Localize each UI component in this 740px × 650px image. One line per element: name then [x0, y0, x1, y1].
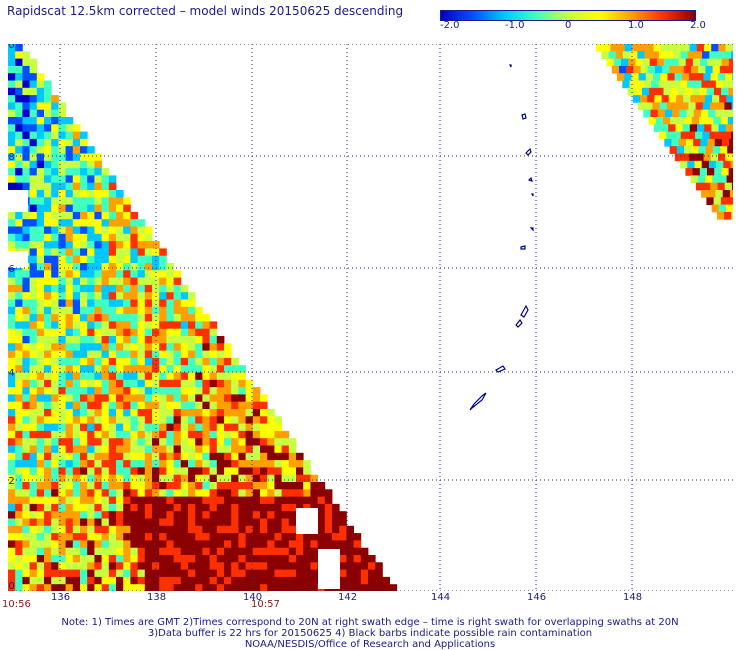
footnote-line-1: Note: 1) Times are GMT 2)Times correspon… — [61, 617, 679, 628]
lon-label: 140 — [243, 592, 263, 603]
pagan-outline — [525, 147, 532, 156]
footnote-line-2: 3)Data buffer is 22 hrs for 20150625 4) … — [147, 628, 593, 639]
guam-outline — [469, 392, 487, 411]
lat-label: 10 — [8, 581, 15, 591]
graticule — [8, 44, 733, 591]
farallon-de-pajaros-outline — [509, 64, 512, 68]
colorbar-tick-label: 2.0 — [690, 20, 706, 31]
colorbar-tick-label: 1.0 — [628, 20, 644, 31]
lat-label: 20 — [8, 44, 15, 51]
island-outlines — [469, 64, 534, 411]
agrihan-outline — [521, 113, 527, 120]
maug-outline — [531, 193, 534, 197]
lon-label: 148 — [623, 592, 643, 603]
lat-label: 12 — [8, 476, 15, 487]
swath-time-left: 10:56 — [2, 599, 31, 610]
lon-label: 144 — [431, 592, 451, 603]
colorbar-tick-label: 0 — [565, 20, 572, 31]
footnote-line-3: NOAA/NESDIS/Office of Research and Appli… — [244, 639, 496, 650]
swath-time-right: 10:57 — [251, 599, 280, 610]
asuncion-outline — [527, 176, 533, 182]
swath-cells — [8, 44, 733, 591]
anatahan-outline — [520, 245, 526, 250]
sarigan-outline — [529, 227, 534, 232]
lat-label: 16 — [8, 264, 15, 275]
lon-label: 136 — [51, 592, 71, 603]
wind-difference-map[interactable]: 20 18 16 14 12 10 — [8, 44, 733, 591]
colorbar-tick-label: -1.0 — [505, 20, 525, 31]
lat-label: 14 — [8, 368, 15, 379]
colorbar-tick-label: -2.0 — [440, 20, 460, 31]
tinian-outline — [515, 318, 523, 328]
lat-labels: 20 18 16 14 12 10 — [8, 44, 15, 591]
lon-label: 146 — [527, 592, 547, 603]
colorbar — [440, 10, 696, 21]
map-title: Rapidscat 12.5km corrected – model winds… — [7, 4, 404, 18]
lat-label: 18 — [8, 152, 15, 163]
lon-label: 142 — [338, 592, 358, 603]
swath-gaps — [8, 190, 340, 589]
rota-outline — [495, 365, 506, 373]
lon-label: 138 — [147, 592, 167, 603]
saipan-outline — [520, 304, 529, 318]
